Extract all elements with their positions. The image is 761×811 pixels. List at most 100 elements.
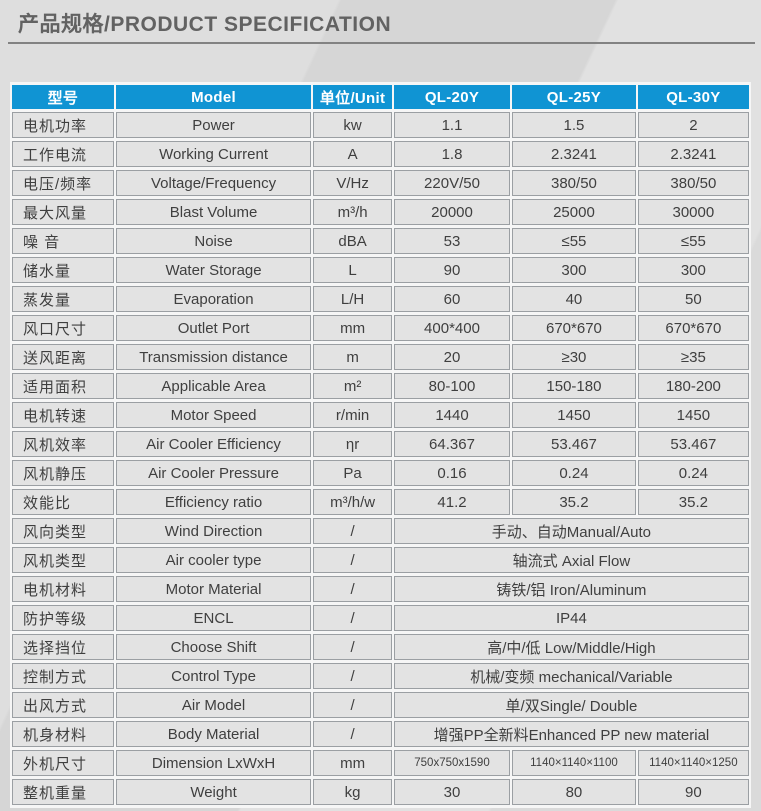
spec-value: 380/50 xyxy=(512,170,636,196)
spec-value: 35.2 xyxy=(637,489,749,515)
spec-label-en: Control Type xyxy=(115,663,312,689)
spec-label-cn: 选择挡位 xyxy=(12,634,114,660)
table-row: 风向类型 Wind Direction / 手动、自动Manual/Auto xyxy=(12,518,749,544)
spec-label-cn: 储水量 xyxy=(12,257,114,283)
spec-value-merged: 机械/变频 mechanical/Variable xyxy=(393,663,749,689)
spec-label-en: Motor Material xyxy=(115,576,312,602)
table-row: 蒸发量 Evaporation L/H 60 40 50 xyxy=(12,286,749,312)
spec-value: 53.467 xyxy=(637,431,749,457)
spec-unit: / xyxy=(313,663,392,689)
spec-label-en: Applicable Area xyxy=(115,373,312,399)
spec-label-cn: 外机尺寸 xyxy=(12,750,114,776)
column-header-5: QL-30Y xyxy=(637,85,749,109)
spec-value: 80 xyxy=(512,779,636,805)
spec-value: 41.2 xyxy=(393,489,511,515)
spec-value: 380/50 xyxy=(637,170,749,196)
spec-value: 53 xyxy=(393,228,511,254)
spec-unit: / xyxy=(313,634,392,660)
spec-value: 1140×1140×1250 xyxy=(637,750,749,776)
spec-value: 30000 xyxy=(637,199,749,225)
spec-value: 2.3241 xyxy=(512,141,636,167)
spec-unit: m³/h xyxy=(313,199,392,225)
table-row: 风口尺寸 Outlet Port mm 400*400 670*670 670*670 xyxy=(12,315,749,341)
spec-label-en: ENCL xyxy=(115,605,312,631)
spec-label-en: Water Storage xyxy=(115,257,312,283)
table-row: 效能比 Efficiency ratio m³/h/w 41.2 35.2 35.2 xyxy=(12,489,749,515)
spec-label-en: Evaporation xyxy=(115,286,312,312)
spec-label-en: Efficiency ratio xyxy=(115,489,312,515)
spec-label-cn: 出风方式 xyxy=(12,692,114,718)
table-row: 电机转速 Motor Speed r/min 1440 1450 1450 xyxy=(12,402,749,428)
table-row: 适用面积 Applicable Area m² 80-100 150-180 180-20… xyxy=(12,373,749,399)
spec-label-en: Weight xyxy=(115,779,312,805)
spec-value: 20000 xyxy=(393,199,511,225)
table-row: 选择挡位 Choose Shift / 高/中/低 Low/Middle/High xyxy=(12,634,749,660)
table-row: 整机重量 Weight kg 30 80 90 xyxy=(12,779,749,805)
table-row: 最大风量 Blast Volume m³/h 20000 25000 30000 xyxy=(12,199,749,225)
spec-unit: / xyxy=(313,721,392,747)
spec-label-en: Voltage/Frequency xyxy=(115,170,312,196)
spec-value: 1440 xyxy=(393,402,511,428)
column-header-0: 型号 xyxy=(12,85,114,109)
spec-value: 50 xyxy=(637,286,749,312)
spec-value: 300 xyxy=(512,257,636,283)
spec-label-en: Motor Speed xyxy=(115,402,312,428)
table-row: 出风方式 Air Model / 单/双Single/ Double xyxy=(12,692,749,718)
spec-value-merged: 高/中/低 Low/Middle/High xyxy=(393,634,749,660)
spec-table-body: 电机功率 Power kw 1.1 1.5 2 工作电流 Working Current A 1.… xyxy=(12,112,749,805)
table-row: 风机类型 Air cooler type / 轴流式 Axial Flow xyxy=(12,547,749,573)
spec-label-cn: 适用面积 xyxy=(12,373,114,399)
spec-label-cn: 电机转速 xyxy=(12,402,114,428)
spec-table: 型号 Model 单位/Unit QL-20Y QL-25Y QL-30Y 电机功率 Pow… xyxy=(10,82,751,808)
spec-value: 90 xyxy=(393,257,511,283)
table-row: 送风距离 Transmission distance m 20 ≥30 ≥35 xyxy=(12,344,749,370)
header-row: 型号 Model 单位/Unit QL-20Y QL-25Y QL-30Y xyxy=(12,85,749,109)
column-header-4: QL-25Y xyxy=(512,85,636,109)
spec-value: 1450 xyxy=(512,402,636,428)
spec-label-en: Noise xyxy=(115,228,312,254)
table-row: 机身材料 Body Material / 增强PP全新料Enhanced PP new… xyxy=(12,721,749,747)
spec-value: 2.3241 xyxy=(637,141,749,167)
spec-value-merged: 增强PP全新料Enhanced PP new material xyxy=(393,721,749,747)
spec-unit: m³/h/w xyxy=(313,489,392,515)
spec-value: 1.5 xyxy=(512,112,636,138)
spec-unit: Pa xyxy=(313,460,392,486)
spec-label-cn: 送风距离 xyxy=(12,344,114,370)
table-row: 储水量 Water Storage L 90 300 300 xyxy=(12,257,749,283)
spec-value: 750x750x1590 xyxy=(393,750,511,776)
spec-unit: mm xyxy=(313,315,392,341)
spec-unit: kw xyxy=(313,112,392,138)
title-divider xyxy=(8,42,755,44)
table-row: 电压/频率 Voltage/Frequency V/Hz 220V/50 380/50 3… xyxy=(12,170,749,196)
spec-value: 80-100 xyxy=(393,373,511,399)
spec-value: 25000 xyxy=(512,199,636,225)
spec-label-cn: 电机材料 xyxy=(12,576,114,602)
spec-value: 35.2 xyxy=(512,489,636,515)
spec-value-merged: 轴流式 Axial Flow xyxy=(393,547,749,573)
spec-label-en: Air Model xyxy=(115,692,312,718)
spec-label-cn: 蒸发量 xyxy=(12,286,114,312)
spec-value: ≥30 xyxy=(512,344,636,370)
spec-unit: L xyxy=(313,257,392,283)
spec-label-cn: 防护等级 xyxy=(12,605,114,631)
spec-label-cn: 风向类型 xyxy=(12,518,114,544)
spec-unit: ηr xyxy=(313,431,392,457)
spec-value: 1.8 xyxy=(393,141,511,167)
spec-label-cn: 风机类型 xyxy=(12,547,114,573)
table-row: 电机功率 Power kw 1.1 1.5 2 xyxy=(12,112,749,138)
spec-label-en: Air Cooler Pressure xyxy=(115,460,312,486)
column-header-3: QL-20Y xyxy=(393,85,511,109)
spec-unit: / xyxy=(313,518,392,544)
spec-label-cn: 电压/频率 xyxy=(12,170,114,196)
spec-label-cn: 整机重量 xyxy=(12,779,114,805)
spec-label-cn: 电机功率 xyxy=(12,112,114,138)
spec-value-merged: 手动、自动Manual/Auto xyxy=(393,518,749,544)
spec-unit: kg xyxy=(313,779,392,805)
spec-value: 300 xyxy=(637,257,749,283)
spec-value: 150-180 xyxy=(512,373,636,399)
spec-label-cn: 机身材料 xyxy=(12,721,114,747)
table-row: 风机效率 Air Cooler Efficiency ηr 64.367 53.467 5… xyxy=(12,431,749,457)
spec-value: 0.24 xyxy=(512,460,636,486)
spec-unit: / xyxy=(313,692,392,718)
spec-value: 30 xyxy=(393,779,511,805)
